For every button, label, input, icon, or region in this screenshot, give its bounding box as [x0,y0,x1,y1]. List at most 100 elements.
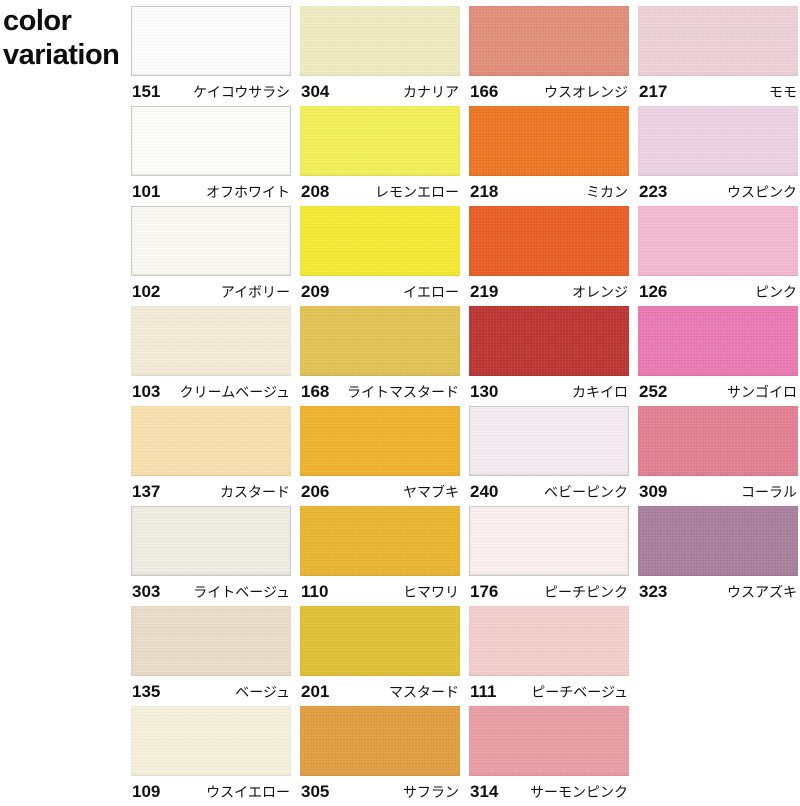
swatch-name: カナリア [403,84,459,100]
swatch-grid: 151 ケイコウサラシ 304 カナリア 166 ウスオレンジ 217 モモ 1… [131,6,798,806]
swatch-label: 111 ピーチベージュ [469,682,629,702]
swatch-cell: 223 ウスピンク [638,106,798,206]
fabric-swatch [131,606,291,676]
swatch-code: 217 [639,82,668,101]
swatch-label: 110 ヒマワリ [300,582,460,602]
fabric-swatch [469,706,629,776]
swatch-name: ピーチピンク [544,584,628,600]
swatch-label: 223 ウスピンク [638,182,798,202]
swatch-name: サーモンピンク [530,784,628,800]
swatch-code: 103 [132,382,161,401]
swatch-label: 240 ベビーピンク [469,482,629,502]
swatch-code: 209 [301,282,330,301]
swatch-code: 218 [470,182,499,201]
fabric-swatch [469,106,629,176]
fabric-swatch [300,106,460,176]
swatch-code: 240 [470,482,499,501]
fabric-swatch [131,106,291,176]
swatch-label: 206 ヤマブキ [300,482,460,502]
swatch-code: 102 [132,282,161,301]
swatch-label: 209 イエロー [300,282,460,302]
swatch-cell: 110 ヒマワリ [300,506,460,606]
swatch-cell: 135 ベージュ [131,606,291,706]
swatch-cell: 314 サーモンピンク [469,706,629,806]
swatch-cell: 101 オフホワイト [131,106,291,206]
swatch-name: ヒマワリ [403,584,459,600]
fabric-swatch [131,306,291,376]
fabric-swatch [300,506,460,576]
swatch-label: 323 ウスアズキ [638,582,798,602]
swatch-cell: 217 モモ [638,6,798,106]
swatch-cell: 218 ミカン [469,106,629,206]
fabric-swatch [469,406,629,476]
swatch-label: 101 オフホワイト [131,182,291,202]
swatch-label: 166 ウスオレンジ [469,82,629,102]
fabric-swatch [300,6,460,76]
swatch-label: 130 カキイロ [469,382,629,402]
swatch-name: カキイロ [572,384,628,400]
page-title: color variation [3,4,120,72]
swatch-code: 305 [301,782,330,801]
swatch-code: 135 [132,682,161,701]
swatch-code: 101 [132,182,161,201]
swatch-code: 166 [470,82,499,101]
fabric-swatch [469,306,629,376]
swatch-code: 201 [301,682,330,701]
fabric-swatch [131,506,291,576]
swatch-cell: 208 レモンエロー [300,106,460,206]
fabric-swatch [638,306,798,376]
swatch-label: 217 モモ [638,82,798,102]
swatch-cell: 219 オレンジ [469,206,629,306]
fabric-swatch [300,606,460,676]
swatch-name: ミカン [586,184,628,200]
fabric-swatch [638,6,798,76]
swatch-cell: 111 ピーチベージュ [469,606,629,706]
swatch-code: 137 [132,482,161,501]
swatch-name: サンゴイロ [727,384,797,400]
swatch-code: 304 [301,82,330,101]
swatch-label: 103 クリームベージュ [131,382,291,402]
swatch-name: レモンエロー [375,184,459,200]
swatch-label: 135 ベージュ [131,682,291,702]
swatch-label: 102 アイボリー [131,282,291,302]
swatch-code: 314 [470,782,499,801]
fabric-swatch [469,606,629,676]
swatch-name: ベビーピンク [544,484,628,500]
swatch-cell: 102 アイボリー [131,206,291,306]
swatch-name: ウスイエロー [206,784,290,800]
swatch-cell: 304 カナリア [300,6,460,106]
swatch-code: 309 [639,482,668,501]
fabric-swatch [638,206,798,276]
swatch-code: 219 [470,282,499,301]
swatch-code: 303 [132,582,161,601]
swatch-cell: 137 カスタード [131,406,291,506]
swatch-name: ウスオレンジ [544,84,628,100]
swatch-name: オフホワイト [206,184,290,200]
swatch-cell: 209 イエロー [300,206,460,306]
swatch-name: ピンク [755,284,797,300]
fabric-swatch [638,106,798,176]
fabric-swatch [300,206,460,276]
fabric-swatch [131,706,291,776]
swatch-label: 305 サフラン [300,782,460,802]
swatch-label: 252 サンゴイロ [638,382,798,402]
fabric-swatch [131,206,291,276]
swatch-label: 309 コーラル [638,482,798,502]
swatch-cell: 252 サンゴイロ [638,306,798,406]
swatch-cell: 109 ウスイエロー [131,706,291,806]
swatch-cell: 168 ライトマスタード [300,306,460,406]
swatch-name: カスタード [220,484,290,500]
swatch-name: アイボリー [220,284,290,300]
swatch-cell: 130 カキイロ [469,306,629,406]
swatch-name: ピーチベージュ [531,684,628,700]
swatch-cell: 309 コーラル [638,406,798,506]
swatch-code: 323 [639,582,668,601]
swatch-cell: 305 サフラン [300,706,460,806]
swatch-label: 151 ケイコウサラシ [131,82,291,102]
fabric-swatch [469,206,629,276]
swatch-name: ウスアズキ [727,584,797,600]
swatch-code: 252 [639,382,668,401]
swatch-code: 130 [470,382,499,401]
swatch-cell: 206 ヤマブキ [300,406,460,506]
swatch-name: ウスピンク [727,184,797,200]
